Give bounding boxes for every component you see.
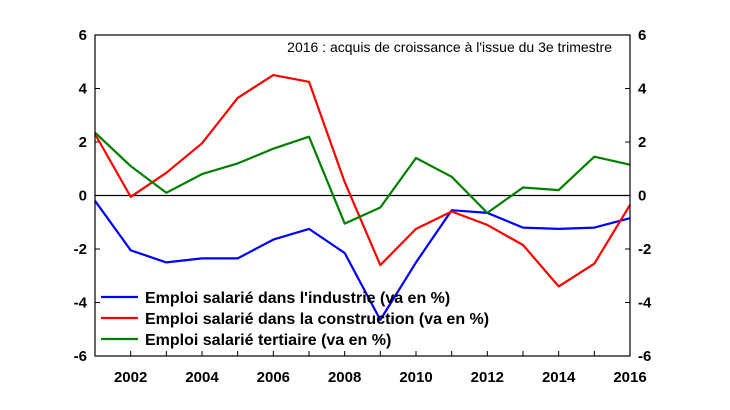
x-tick-label: 2002: [114, 369, 147, 386]
legend-label: Emploi salarié tertiaire (va en %): [145, 332, 391, 349]
plot-frame: [94, 34, 631, 357]
y-tick-right-label: 2: [638, 134, 646, 151]
y-tick-right-label: 0: [638, 188, 646, 205]
y-axis-right: -6 -4 -2 0 2 4 6: [625, 27, 652, 365]
series-line-2: [94, 73, 631, 288]
y-tick-left-label: 2: [79, 134, 87, 151]
x-tick-label: 2010: [399, 369, 432, 386]
series-line-3: [94, 131, 631, 225]
series-lines: [94, 73, 631, 321]
y-tick-left-label: -6: [74, 348, 87, 365]
annotation: 2016 : acquis de croissance à l'issue du…: [287, 39, 612, 55]
y-tick-right-label: 4: [638, 81, 647, 98]
y-tick-left-label: -4: [74, 295, 88, 312]
y-tick-left-label: 6: [79, 27, 87, 44]
y-tick-right-label: -4: [638, 295, 652, 312]
legend: Emploi salarié dans l'industrie (va en %…: [101, 290, 489, 349]
y-tick-right-label: -6: [638, 348, 651, 365]
y-tick-left-label: 0: [79, 188, 87, 205]
series-line-1: [94, 200, 631, 321]
y-tick-left-label: -2: [74, 241, 87, 258]
y-tick-right-label: 6: [638, 27, 646, 44]
x-tick-label: 2016: [613, 369, 646, 386]
x-tick-label: 2012: [471, 369, 504, 386]
legend-label: Emploi salarié dans l'industrie (va en %…: [145, 290, 450, 307]
x-tick-label: 2014: [542, 369, 576, 386]
y-tick-right-label: -2: [638, 241, 651, 258]
y-tick-left-label: 4: [79, 81, 88, 98]
x-tick-label: 2008: [328, 369, 361, 386]
x-tick-label: 2004: [185, 369, 219, 386]
x-tick-label: 2006: [257, 369, 290, 386]
legend-label: Emploi salarié dans la construction (va …: [145, 311, 489, 328]
x-axis: 2002 2004 2006 2008 2010 2012 2014 2016: [94, 351, 647, 386]
